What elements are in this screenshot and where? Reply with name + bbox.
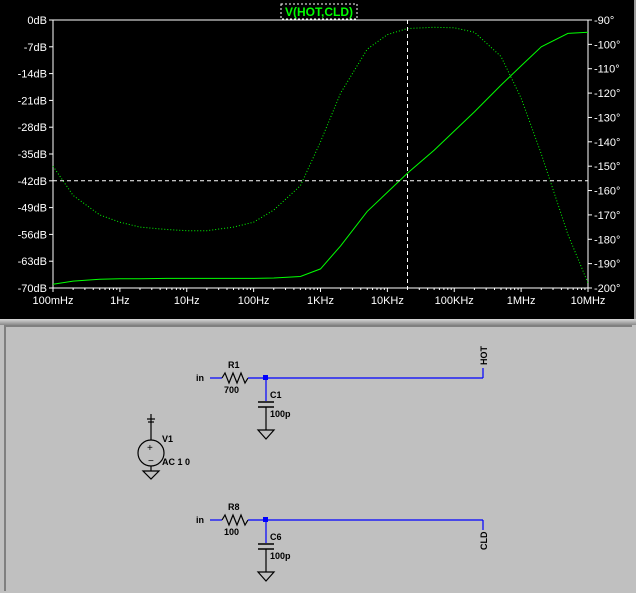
- left-tick-label: -7dB: [24, 42, 47, 54]
- resistor-r1[interactable]: [221, 371, 249, 385]
- c6-name: C6: [270, 532, 282, 542]
- left-tick-label: -21dB: [18, 95, 47, 107]
- r8-value: 100: [224, 527, 239, 537]
- trace-label-box[interactable]: [280, 3, 358, 20]
- x-tick-label: 10KHz: [371, 295, 404, 307]
- junction-dot: [263, 375, 268, 380]
- c1-value: 100p: [270, 409, 291, 419]
- right-tick-label: -150°: [594, 161, 620, 173]
- x-tick-label: 1Hz: [110, 295, 130, 307]
- right-tick-label: -140°: [594, 137, 620, 149]
- schematic-pane[interactable]: in R1 700 C1 100p HOT + − V1 AC 1 0: [4, 325, 632, 591]
- lower-network: in R8 100 C6 100p CLD: [196, 502, 489, 582]
- x-tick-label: 10Hz: [174, 295, 200, 307]
- left-tick-label: -56dB: [18, 229, 47, 241]
- x-tick-label: 1MHz: [507, 295, 536, 307]
- left-tick-label: -63dB: [18, 256, 47, 268]
- right-tick-label: -170°: [594, 210, 620, 222]
- phase-trace: [52, 26, 589, 284]
- right-axis: -90° -100° -110° -120° -130° -140° -150° -160° -…: [588, 15, 620, 295]
- x-axis: 100mHz 1Hz 10Hz 100Hz 1KHz 10KHz 100KHz 1MHz 10M…: [33, 288, 606, 307]
- right-tick-label: -110°: [594, 64, 620, 76]
- ground-icon: [141, 470, 161, 480]
- right-tick-label: -190°: [594, 259, 620, 271]
- plus-icon: +: [147, 443, 153, 454]
- x-tick-label: 100mHz: [33, 295, 74, 307]
- trace-title[interactable]: V(HOT,CLD): [285, 5, 353, 19]
- right-tick-label: -180°: [594, 234, 620, 246]
- r1-name: R1: [228, 360, 240, 370]
- resistor-r8[interactable]: [221, 513, 249, 527]
- net-label-hot: HOT: [479, 346, 489, 366]
- magnitude-trace: [52, 31, 589, 285]
- right-tick-label: -120°: [594, 88, 620, 100]
- left-axis: 0dB -7dB -14dB -21dB -28dB -35dB -42dB -49dB -56…: [18, 15, 53, 295]
- cursor[interactable]: [53, 20, 588, 288]
- right-tick-label: -130°: [594, 112, 620, 124]
- x-tick-label: 10MHz: [571, 295, 606, 307]
- ground-icon: [256, 571, 276, 582]
- right-tick-label: -160°: [594, 186, 620, 198]
- ground-icon: [256, 429, 276, 440]
- traces: [52, 26, 589, 285]
- left-tick-label: -70dB: [18, 283, 47, 295]
- upper-network: in R1 700 C1 100p HOT: [196, 346, 489, 440]
- left-tick-label: -42dB: [18, 176, 47, 188]
- minus-icon: −: [148, 456, 154, 467]
- left-tick-label: 0dB: [27, 15, 47, 27]
- right-tick-label: -200°: [594, 283, 620, 295]
- x-tick-label: 1KHz: [307, 295, 334, 307]
- x-tick-label: 100Hz: [238, 295, 270, 307]
- left-tick-label: -28dB: [18, 122, 47, 134]
- right-tick-label: -100°: [594, 39, 620, 51]
- c6-value: 100p: [270, 551, 291, 561]
- r1-value: 700: [224, 385, 239, 395]
- right-tick-label: -90°: [594, 15, 614, 27]
- junction-dot: [263, 517, 268, 522]
- net-label-in-lower: in: [196, 515, 204, 525]
- net-label-cld: CLD: [479, 531, 489, 550]
- waveform-plot-pane[interactable]: 0dB -7dB -14dB -21dB -28dB -35dB -42dB -49dB -56…: [0, 0, 636, 319]
- x-tick-label: 100KHz: [435, 295, 474, 307]
- voltage-source-v1[interactable]: + − V1 AC 1 0: [137, 414, 190, 480]
- left-tick-label: -49dB: [18, 203, 47, 215]
- plot-canvas[interactable]: 0dB -7dB -14dB -21dB -28dB -35dB -42dB -49dB -56…: [0, 0, 636, 319]
- left-tick-label: -14dB: [18, 69, 47, 81]
- v1-value: AC 1 0: [162, 457, 190, 467]
- c1-name: C1: [270, 390, 282, 400]
- r8-name: R8: [228, 502, 240, 512]
- pane-splitter[interactable]: [0, 319, 636, 325]
- left-tick-label: -35dB: [18, 149, 47, 161]
- v1-name: V1: [162, 434, 173, 444]
- net-label-in-upper: in: [196, 373, 204, 383]
